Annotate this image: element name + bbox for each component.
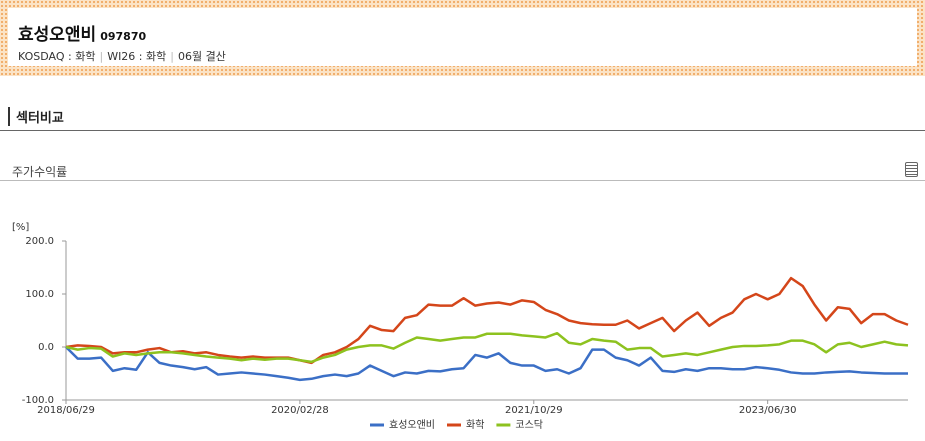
- market: KOSDAQ : 화학: [18, 50, 96, 63]
- sector: WI26 : 화학: [107, 50, 167, 63]
- y-tick-label: 0.0: [38, 342, 54, 353]
- company-name: 효성오앤비: [18, 25, 97, 45]
- header-frame: 효성오앤비 097870 KOSDAQ : 화학 | WI26 : 화학 | 06월 결산: [0, 0, 925, 76]
- y-tick-label: 100.0: [25, 289, 54, 300]
- series-line: [65, 331, 909, 364]
- x-tick-label: 2018/06/29: [37, 405, 95, 416]
- y-tick-label: 200.0: [25, 236, 54, 247]
- subsection-title: 주가수익률: [12, 165, 68, 179]
- company-info: KOSDAQ : 화학 | WI26 : 화학 | 06월 결산: [18, 50, 226, 63]
- company-title: 효성오앤비 097870: [18, 20, 146, 45]
- subsection-header: 주가수익률: [0, 160, 925, 181]
- header-box: 효성오앤비 097870 KOSDAQ : 화학 | WI26 : 화학 | 06월 결산: [8, 8, 917, 66]
- legend-label: 화학: [466, 419, 484, 431]
- menu-icon[interactable]: [905, 162, 918, 177]
- x-tick-label: 2021/10/29: [505, 405, 563, 416]
- section-header: 섹터비교: [0, 105, 925, 131]
- y-tick-label: -100.0: [22, 395, 54, 406]
- fiscal: 06월 결산: [177, 50, 226, 63]
- legend-label: 코스닥: [515, 419, 543, 431]
- series-line: [65, 346, 908, 382]
- y-axis-unit: [%]: [12, 222, 29, 233]
- series-line: [65, 276, 909, 365]
- legend-label: 효성오앤비: [389, 419, 435, 431]
- company-code: 097870: [100, 30, 147, 43]
- x-tick-label: 2020/02/28: [271, 405, 329, 416]
- section-title: 섹터비교: [8, 107, 64, 126]
- x-tick-label: 2023/06/30: [739, 405, 797, 416]
